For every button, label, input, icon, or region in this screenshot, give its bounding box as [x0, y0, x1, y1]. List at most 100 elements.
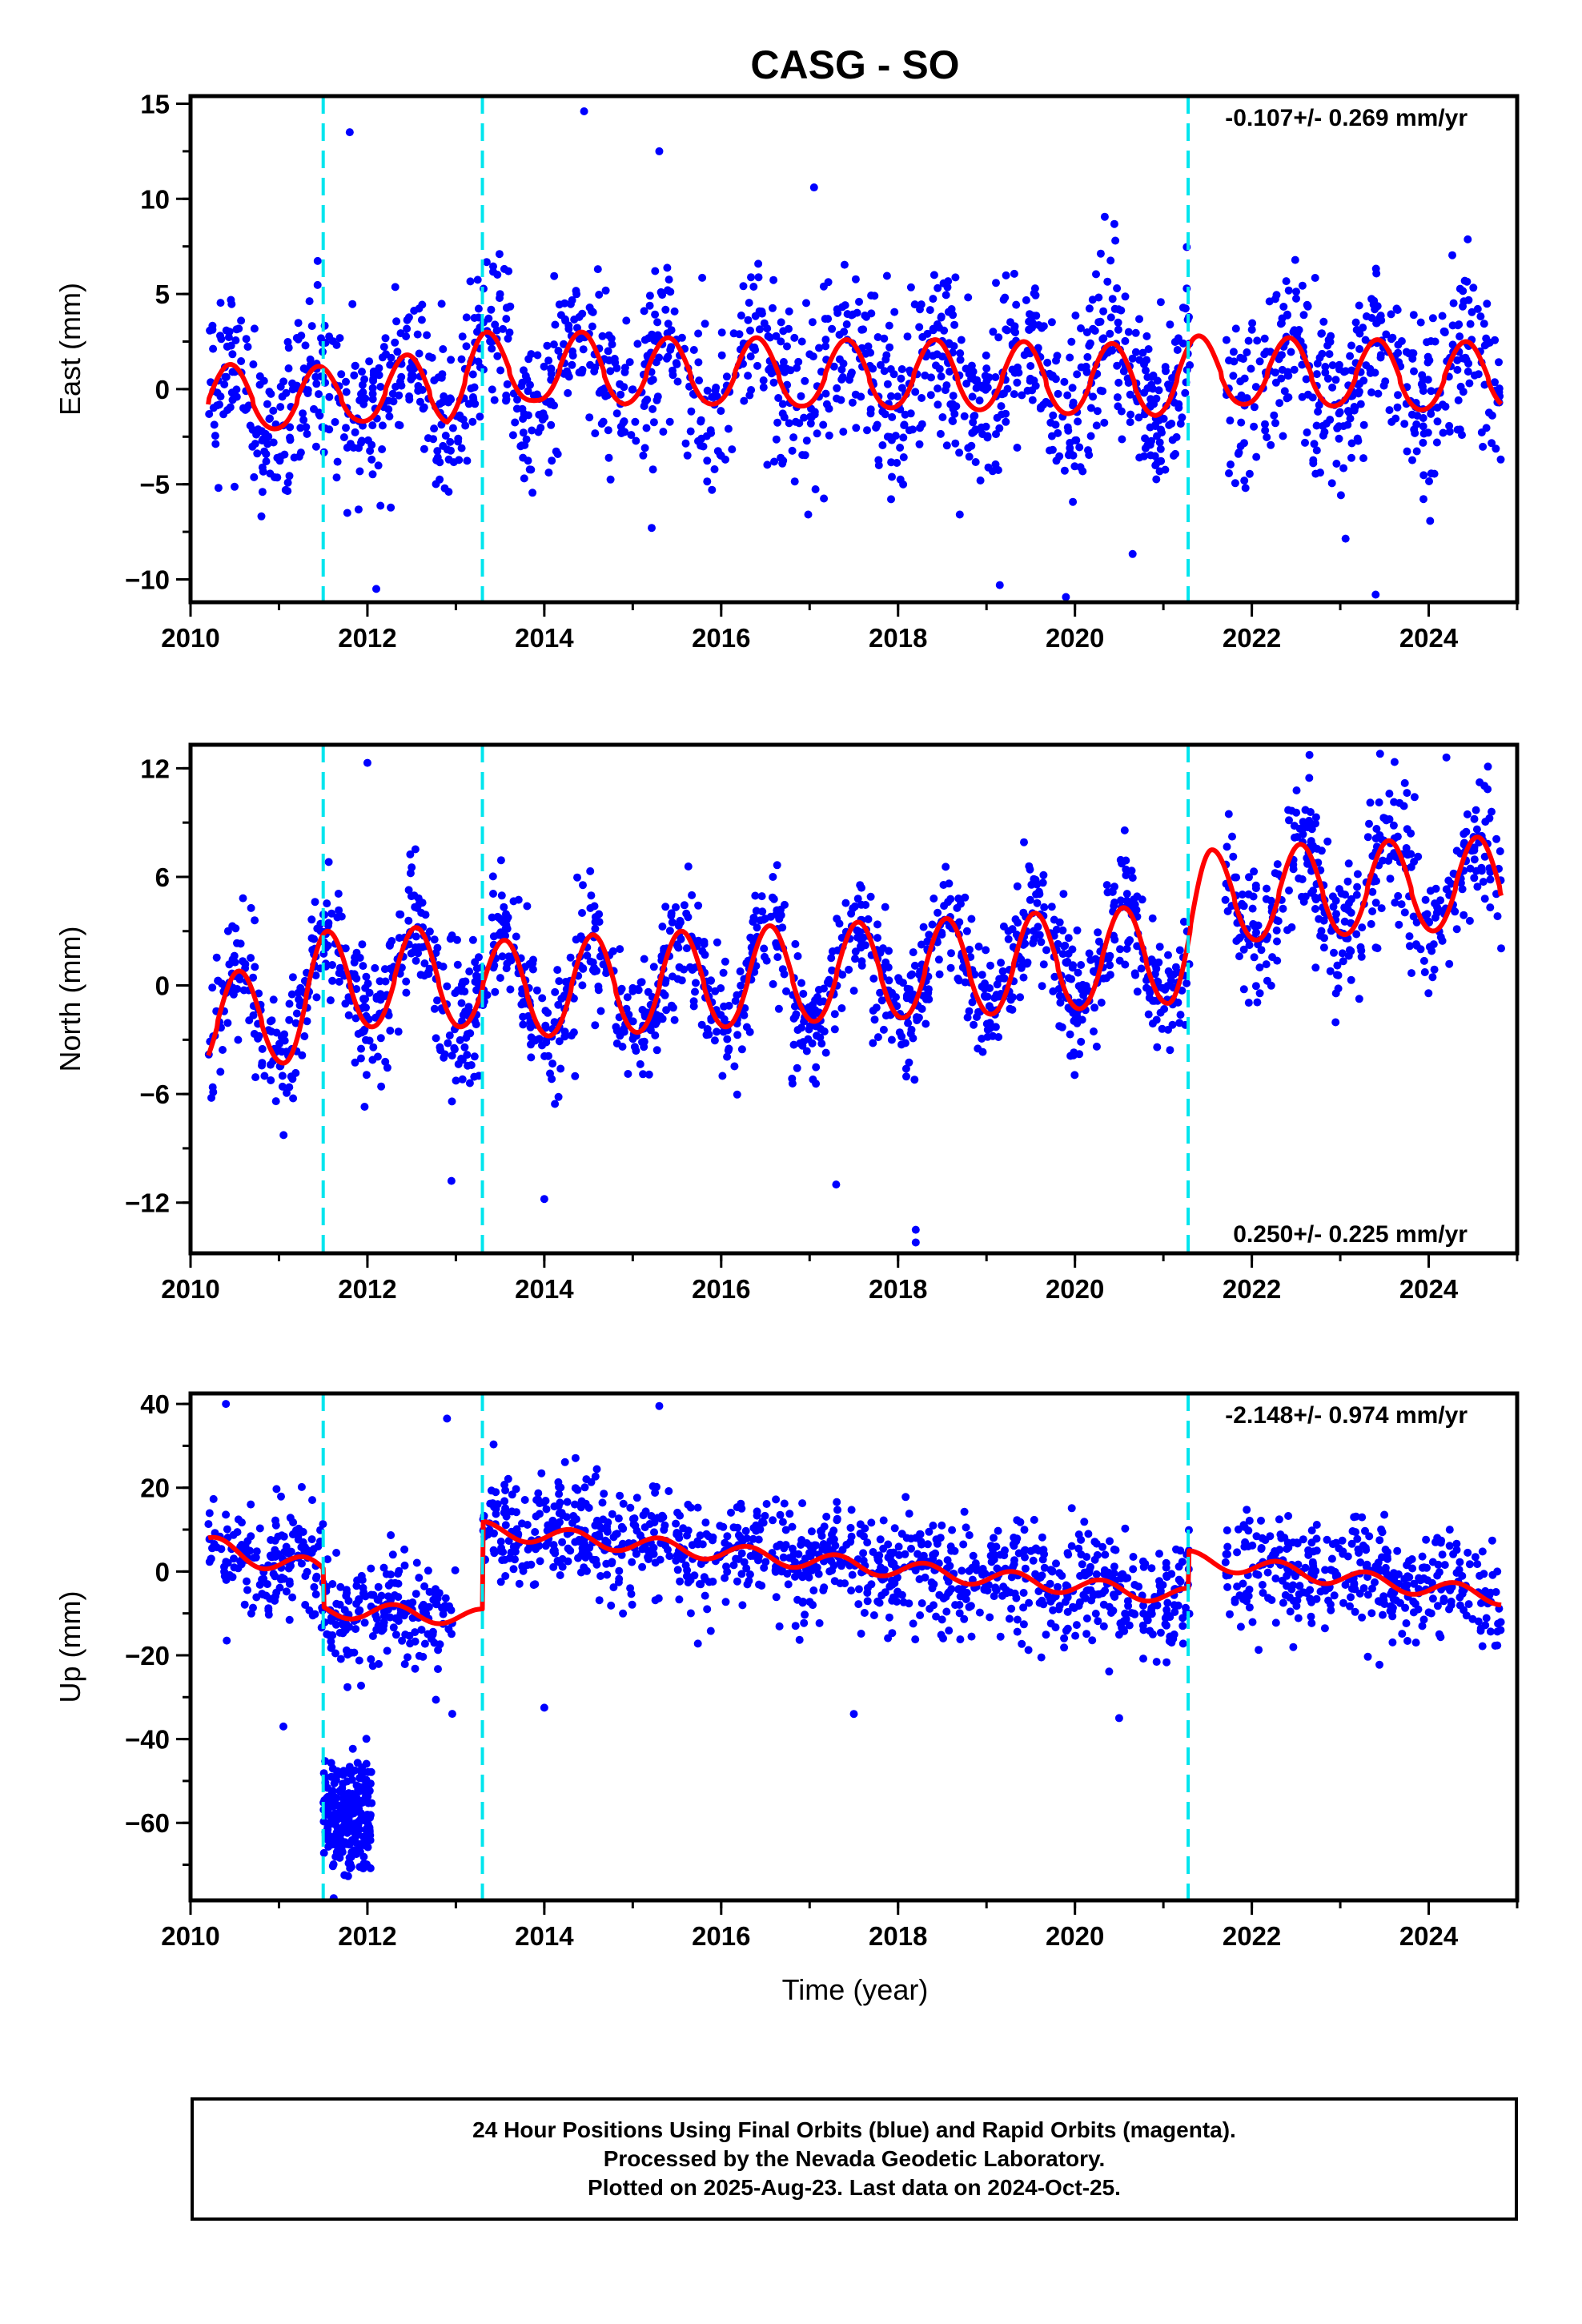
- data-point: [616, 1031, 624, 1040]
- data-point: [1082, 328, 1091, 336]
- data-point: [1055, 918, 1064, 927]
- data-point: [496, 1538, 505, 1546]
- data-point: [560, 369, 568, 378]
- data-point: [1144, 1010, 1153, 1019]
- data-point: [873, 420, 881, 429]
- data-point: [639, 1070, 648, 1079]
- data-point: [1129, 1565, 1138, 1574]
- data-point: [1338, 949, 1347, 958]
- data-point: [1236, 442, 1245, 451]
- data-point: [260, 447, 269, 456]
- data-point: [523, 376, 532, 384]
- data-point: [1351, 318, 1360, 327]
- data-point: [556, 1483, 565, 1492]
- data-point: [957, 336, 966, 344]
- data-point: [668, 918, 677, 927]
- data-point: [925, 931, 934, 939]
- data-point: [446, 437, 455, 446]
- data-point: [1255, 1646, 1263, 1655]
- data-point: [540, 362, 548, 371]
- data-point: [955, 1601, 964, 1609]
- data-point: [249, 973, 258, 982]
- data-point: [307, 934, 316, 943]
- data-point: [1076, 463, 1085, 472]
- outlier-point: [345, 128, 354, 137]
- data-point: [697, 417, 705, 426]
- data-point: [926, 391, 935, 400]
- data-point: [381, 1057, 390, 1066]
- data-point: [1335, 434, 1343, 443]
- data-point: [1263, 433, 1271, 441]
- data-point: [857, 943, 865, 952]
- data-point: [1130, 1610, 1139, 1618]
- data-point: [377, 1082, 386, 1091]
- data-point: [669, 366, 677, 375]
- data-point: [1279, 1598, 1287, 1607]
- data-point: [1051, 375, 1060, 384]
- data-point: [1121, 960, 1130, 969]
- data-point: [1055, 1602, 1064, 1610]
- data-point: [1496, 1626, 1505, 1634]
- data-point: [1458, 1590, 1467, 1598]
- data-point: [286, 436, 295, 444]
- data-point: [285, 1615, 294, 1624]
- data-point: [468, 935, 477, 944]
- data-point: [267, 1016, 276, 1025]
- data-point: [1460, 276, 1469, 285]
- data-point: [938, 413, 947, 421]
- data-point: [694, 358, 703, 367]
- data-point: [1088, 1636, 1097, 1645]
- data-point: [1433, 404, 1442, 412]
- data-point: [1244, 1526, 1253, 1535]
- data-point: [1131, 971, 1140, 979]
- data-point: [223, 1525, 231, 1534]
- data-point: [953, 903, 962, 912]
- data-point: [490, 396, 499, 404]
- data-point: [488, 913, 496, 922]
- data-point: [1279, 303, 1288, 311]
- data-point: [266, 1551, 275, 1560]
- data-point: [1291, 255, 1299, 264]
- data-point: [665, 417, 674, 426]
- data-point: [1255, 963, 1264, 972]
- data-point: [1340, 917, 1349, 926]
- data-point: [1251, 982, 1260, 991]
- data-point: [822, 1512, 831, 1521]
- data-point: [1389, 821, 1398, 830]
- x-tick-label: 2022: [1223, 623, 1281, 653]
- data-point: [1047, 318, 1056, 327]
- data-point: [1152, 1015, 1161, 1024]
- data-point: [797, 1023, 805, 1032]
- data-point: [1473, 883, 1482, 891]
- data-point: [222, 1510, 231, 1519]
- data-point: [418, 899, 427, 907]
- data-point: [988, 467, 997, 476]
- data-point: [1070, 1016, 1078, 1025]
- data-point: [488, 385, 496, 394]
- data-point: [896, 444, 905, 452]
- data-point: [797, 392, 805, 400]
- data-point: [983, 1032, 992, 1041]
- data-point: [381, 977, 390, 986]
- data-point: [1118, 435, 1126, 444]
- data-point: [490, 961, 499, 970]
- data-point: [496, 290, 504, 299]
- data-point: [249, 1603, 257, 1612]
- data-point: [1321, 1566, 1330, 1574]
- data-point: [1052, 1559, 1060, 1568]
- data-point: [905, 426, 913, 435]
- data-point: [1312, 421, 1321, 430]
- data-point: [1464, 296, 1473, 304]
- data-point: [705, 1532, 713, 1541]
- data-point: [919, 923, 928, 931]
- data-point: [1285, 887, 1293, 895]
- data-point: [982, 351, 990, 360]
- data-point: [665, 1487, 673, 1495]
- data-point: [869, 975, 878, 983]
- data-point: [611, 358, 620, 367]
- data-point: [1470, 814, 1479, 823]
- data-point: [1231, 1598, 1239, 1606]
- x-tick-label: 2024: [1399, 1274, 1459, 1304]
- data-point: [594, 982, 603, 991]
- data-point: [1371, 1578, 1379, 1586]
